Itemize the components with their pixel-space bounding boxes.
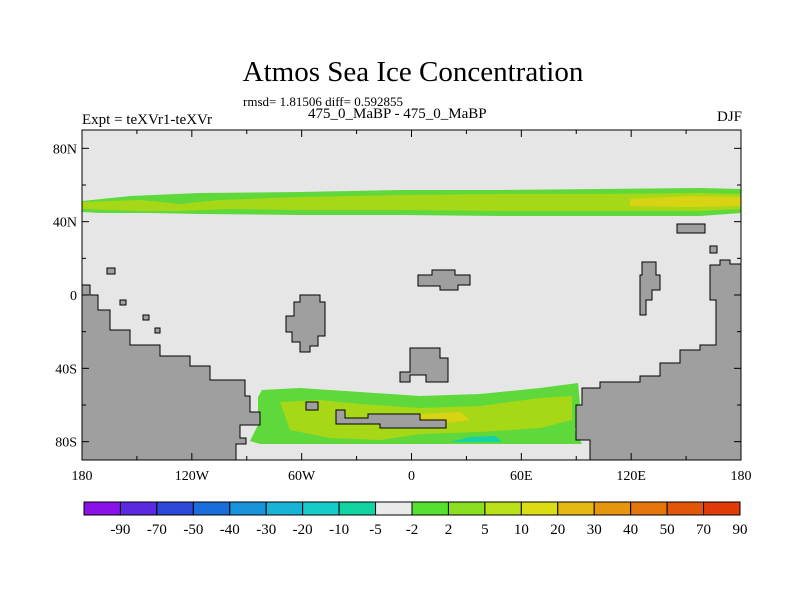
y-tick-label: 40N xyxy=(53,216,77,231)
colorbar-label: -2 xyxy=(406,522,419,538)
land-central xyxy=(417,269,471,291)
northern-band-inner xyxy=(82,193,741,211)
colorbar-label: 5 xyxy=(481,522,489,538)
land-african xyxy=(285,294,326,353)
land-northeast-islet xyxy=(709,245,718,254)
colorbar-label: 20 xyxy=(550,522,565,538)
runs-label: 475_0_MaBP - 475_0_MaBP xyxy=(308,106,487,122)
colorbar-swatch xyxy=(630,501,668,516)
colorbar-label: -5 xyxy=(369,522,382,538)
land-eastern-island xyxy=(639,261,661,316)
colorbar-label: -70 xyxy=(147,522,167,538)
southern-weak-patch xyxy=(450,436,502,442)
y-tick-label: 80N xyxy=(53,142,77,157)
x-tick-label: 180 xyxy=(72,469,93,484)
x-tick-label: 120W xyxy=(175,469,210,484)
colorbar-label: 50 xyxy=(660,522,675,538)
colorbar-label: 30 xyxy=(587,522,602,538)
season-label: DJF xyxy=(716,109,742,125)
land-islet-b xyxy=(119,299,127,306)
colorbar-label: 70 xyxy=(696,522,711,538)
x-tick-label: 60E xyxy=(510,469,533,484)
colorbar-label: -90 xyxy=(110,522,130,538)
stats-subtitle: rmsd= 1.81506 diff= 0.592855 xyxy=(243,94,403,109)
land-islet-a xyxy=(106,267,116,275)
colorbar-swatch xyxy=(338,501,377,516)
colorbar-swatch xyxy=(302,501,340,516)
colorbar-swatch xyxy=(703,501,741,516)
y-tick-label: 80S xyxy=(55,436,77,451)
x-axis: 180 120W 60W 0 60E 120E 180 xyxy=(72,130,752,484)
colorbar-swatch xyxy=(375,501,413,516)
colorbar-swatch xyxy=(484,501,522,516)
colorbar-label: -10 xyxy=(329,522,349,538)
land-south-asian xyxy=(399,347,449,383)
colorbar-swatch xyxy=(593,501,632,516)
colorbar-label: 40 xyxy=(623,522,638,538)
colorbar-label: -30 xyxy=(256,522,276,538)
colorbar-swatch xyxy=(520,501,559,516)
land-islet-c xyxy=(142,314,150,321)
colorbar-swatch xyxy=(557,501,595,516)
x-tick-label: 0 xyxy=(408,469,415,484)
x-tick-label: 180 xyxy=(731,469,752,484)
colorbar-label: -50 xyxy=(183,522,203,538)
land-western xyxy=(81,284,261,461)
land-northeast-island xyxy=(676,223,706,234)
land-south-fragment xyxy=(305,401,319,411)
colorbar-swatch xyxy=(119,501,158,516)
x-tick-label: 60W xyxy=(288,469,316,484)
colorbar-label: -40 xyxy=(220,522,240,538)
colorbar-label: -20 xyxy=(293,522,313,538)
colorbar-swatch xyxy=(411,501,449,516)
colorbar-swatch xyxy=(265,501,304,516)
y-tick-label: 0 xyxy=(70,289,77,304)
chart-title: Atmos Sea Ice Concentration xyxy=(242,56,584,88)
land-masses xyxy=(81,223,742,461)
colorbar-swatch xyxy=(192,501,231,516)
land-eastern xyxy=(575,259,742,461)
colorbar-label: 90 xyxy=(733,522,748,538)
colorbar-swatch xyxy=(156,501,194,516)
x-tick-label: 120E xyxy=(616,469,646,484)
land-islet-d xyxy=(154,327,161,334)
colorbar: -90 -70 -50 -40 -30 -20 -10 -5 -2 2 5 10 20 30 40 50 70 9… xyxy=(83,501,748,538)
y-tick-label: 40S xyxy=(55,362,77,377)
colorbar-swatch xyxy=(229,501,267,516)
colorbar-label: 10 xyxy=(514,522,529,538)
y-axis: 80N 40N 0 40S 80S xyxy=(53,142,741,451)
land-antarctic-strip xyxy=(335,409,447,429)
colorbar-swatch xyxy=(447,501,486,516)
northern-band-core xyxy=(630,196,741,207)
map-plot: 80N 40N 0 40S 80S 180 120W 60W 0 60E 120E 180 xyxy=(53,129,752,484)
colorbar-swatch xyxy=(83,501,121,516)
experiment-label: Expt = teXVr1-teXVr xyxy=(82,112,212,128)
colorbar-label: 2 xyxy=(445,522,453,538)
colorbar-swatch xyxy=(666,501,705,516)
